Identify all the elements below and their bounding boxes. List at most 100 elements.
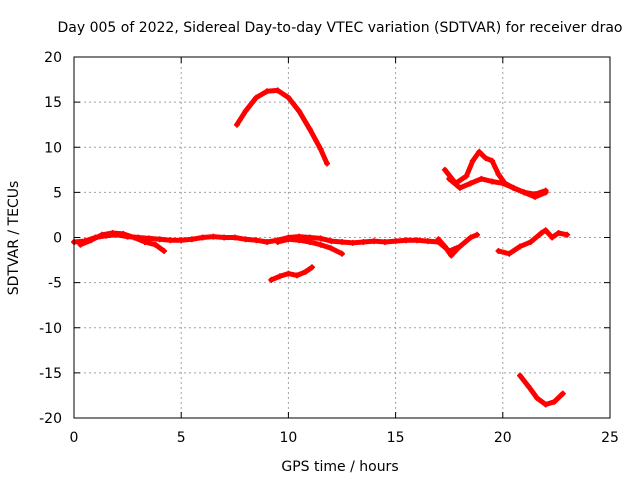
point-arc-late-b-7: [521, 189, 528, 196]
point-arc-late-b-8: [531, 193, 538, 200]
point-arc-high-2: [253, 94, 260, 101]
point-late-baseline-2: [516, 243, 523, 250]
point-baseline-b-2: [98, 231, 105, 238]
ticks: 0 5 10 15 20 25 -20 -15 -10 -5 0 5 10 15 20: [39, 50, 619, 446]
series-layer: [71, 87, 571, 408]
point-baseline-c-5: [328, 245, 335, 252]
point-arc-high-8: [317, 146, 324, 153]
point-baseline-a-15: [231, 234, 238, 241]
y-tick-label-5: 5: [53, 185, 62, 201]
point-arc-late-b-0: [446, 175, 453, 182]
point-arc-late-a-5: [482, 155, 489, 162]
point-arc-late-a-4: [476, 148, 483, 155]
point-arc-late-b-6: [510, 184, 517, 191]
point-baseline-b-8: [161, 248, 168, 255]
x-tick-label-3: 15: [387, 430, 405, 446]
point-baseline-a-7: [146, 235, 153, 242]
point-baseline-a-11: [188, 236, 195, 243]
y-axis-title: SDTVAR / TECUs: [6, 181, 22, 296]
point-baseline-a-16: [242, 236, 249, 243]
point-arc-late-b-2: [467, 180, 474, 187]
y-tick-label-7: 15: [44, 95, 62, 111]
series-line-arc-late-b: [446, 176, 549, 200]
x-tick-label-1: 5: [177, 430, 186, 446]
point-baseline-a-8: [156, 236, 163, 243]
point-arc-bottom-2: [534, 395, 541, 402]
point-baseline-d-0: [435, 236, 442, 243]
point-arc-low-1: [276, 273, 283, 280]
y-tick-label-4: 0: [53, 231, 62, 247]
point-baseline-a-10: [178, 237, 185, 244]
point-baseline-a-25: [339, 239, 345, 246]
point-baseline-b-7: [152, 241, 159, 248]
point-baseline-b-3: [109, 229, 116, 236]
point-arc-late-b-5: [499, 180, 506, 187]
point-baseline-a-14: [221, 234, 228, 241]
point-arc-late-a-0: [441, 166, 448, 173]
point-baseline-a-31: [403, 237, 410, 244]
point-arc-late-b-3: [478, 175, 485, 182]
x-tick-label-4: 20: [494, 430, 512, 446]
point-arc-high-4: [274, 87, 281, 94]
point-baseline-a-17: [253, 237, 260, 244]
point-baseline-c-2: [296, 237, 303, 244]
point-baseline-b-0: [77, 241, 84, 248]
point-late-baseline-8: [564, 231, 571, 238]
series-arc-late-b: [446, 175, 549, 200]
point-baseline-c-6: [339, 250, 345, 257]
point-baseline-a-29: [381, 239, 388, 246]
y-tick-label-0: -20: [39, 411, 62, 427]
point-late-baseline-6: [549, 234, 556, 241]
point-baseline-d-2: [448, 252, 455, 259]
point-late-baseline-5: [542, 227, 549, 234]
point-arc-bottom-3: [542, 401, 549, 408]
point-baseline-b-6: [141, 239, 148, 246]
point-baseline-a-13: [210, 233, 217, 240]
point-arc-late-b-4: [489, 178, 496, 185]
point-baseline-a-26: [349, 239, 356, 246]
point-baseline-d-3: [454, 245, 461, 252]
series-arc-low: [268, 264, 315, 283]
point-baseline-d-1: [441, 243, 448, 250]
point-arc-bottom-4: [551, 398, 558, 405]
point-arc-high-9: [323, 160, 330, 167]
point-baseline-b-4: [120, 230, 127, 237]
point-baseline-c-4: [317, 241, 324, 248]
point-arc-bottom-0: [516, 372, 523, 379]
point-arc-high-1: [242, 108, 249, 115]
point-arc-low-3: [293, 272, 300, 279]
point-baseline-a-23: [317, 235, 324, 242]
point-baseline-c-0: [274, 239, 281, 246]
point-baseline-a-33: [424, 238, 431, 245]
series-line-arc-high: [234, 87, 330, 166]
point-arc-high-6: [296, 108, 303, 115]
point-arc-late-a-7: [495, 171, 502, 178]
y-tick-label-1: -15: [39, 366, 62, 382]
point-arc-high-5: [285, 94, 292, 101]
y-tick-label-3: -5: [48, 276, 62, 292]
point-baseline-b-1: [88, 237, 95, 244]
point-arc-low-4: [302, 268, 309, 275]
x-axis-title: GPS time / hours: [281, 459, 398, 475]
point-arc-late-a-3: [469, 157, 476, 164]
point-arc-low-2: [285, 270, 292, 277]
point-late-baseline-1: [506, 250, 513, 257]
series-arc-high: [233, 87, 330, 167]
point-baseline-a-38: [474, 231, 481, 238]
x-tick-label-5: 25: [601, 430, 619, 446]
point-arc-low-0: [268, 276, 275, 283]
point-arc-late-b-1: [456, 184, 463, 191]
point-late-baseline-3: [527, 239, 534, 246]
series-late-baseline: [495, 227, 571, 257]
point-arc-bottom-5: [559, 390, 566, 397]
point-late-baseline-4: [538, 229, 545, 236]
point-baseline-a-27: [360, 239, 367, 246]
series-baseline-b: [77, 229, 168, 255]
series-arc-bottom: [516, 372, 566, 408]
point-late-baseline-7: [555, 229, 562, 236]
point-arc-low-5: [308, 264, 315, 271]
series-line-arc-bottom: [517, 373, 566, 407]
x-tick-label-0: 0: [70, 430, 79, 446]
point-arc-late-a-6: [489, 157, 496, 164]
